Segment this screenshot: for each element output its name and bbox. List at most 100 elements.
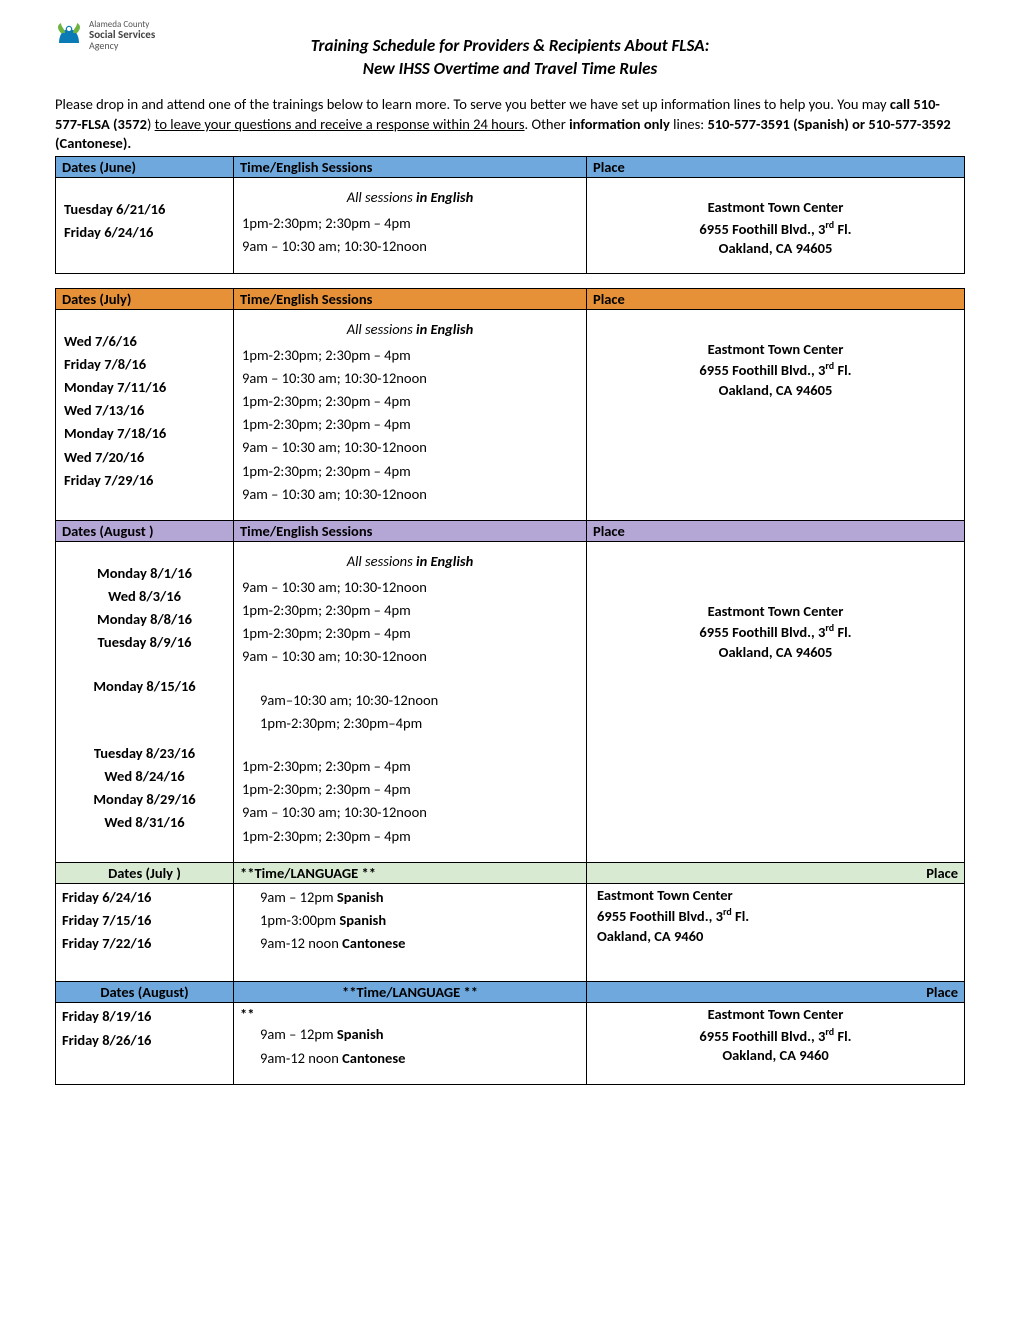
langjuly-dates: Friday 6/24/16 Friday 7/15/16 Friday 7/2… [62, 886, 227, 956]
july-place-cell: Eastmont Town Center 6955 Foothill Blvd.… [587, 309, 965, 520]
aug-place-cell: Eastmont Town Center 6955 Foothill Blvd.… [587, 541, 965, 862]
hdr-july-dates: Dates (July) [56, 288, 234, 309]
time: 1pm-2:30pm; 2:30pm – 4pm [242, 599, 578, 622]
date: Tuesday 8/9/16 [64, 631, 225, 654]
hdr-langaug-time: **Time/LANGUAGE ** [234, 982, 587, 1003]
address: Eastmont Town Center 6955 Foothill Blvd.… [595, 198, 956, 259]
langaug-dates-cell: Friday 8/19/16 Friday 8/26/16 [56, 1003, 234, 1084]
langaug-times: 9am – 12pm Spanish 9am-12 noon Cantonese [240, 1023, 580, 1069]
timelang: 9am-12 noon Cantonese [260, 1047, 580, 1070]
date: Wed 7/20/16 [64, 446, 225, 469]
a2a: 6955 Foothill Blvd., 3 [699, 361, 825, 379]
timelang: 9am – 12pm Spanish [260, 886, 580, 909]
hdr-july-place: Place [587, 288, 965, 309]
date: Wed 8/3/16 [64, 585, 225, 608]
intro-t4: lines: [670, 115, 708, 133]
address: Eastmont Town Center 6955 Foothill Blvd.… [593, 1005, 958, 1066]
june-times-list: 1pm-2:30pm; 2:30pm – 4pm 9am – 10:30 am;… [242, 212, 578, 258]
session-note: All sessions in English [242, 188, 578, 206]
title-line1: Training Schedule for Providers & Recipi… [55, 35, 965, 58]
time: 1pm-2:30pm; 2:30pm – 4pm [242, 755, 578, 778]
tp: 9am-12 noon [260, 1049, 342, 1067]
a2a: 6955 Foothill Blvd., 3 [597, 907, 723, 925]
a2c: Fl. [834, 361, 851, 379]
date: Friday 6/24/16 [64, 221, 225, 244]
time: 1pm-2:30pm; 2:30pm – 4pm [242, 344, 578, 367]
july-dates-cell: Wed 7/6/16 Friday 7/8/16 Monday 7/11/16 … [56, 309, 234, 520]
a2a: 6955 Foothill Blvd., 3 [699, 219, 825, 237]
langjuly-dates-cell: Friday 6/24/16 Friday 7/15/16 Friday 7/2… [56, 883, 234, 982]
tp: 9am – 12pm [260, 888, 337, 906]
addr1: Eastmont Town Center [595, 340, 956, 360]
june-dates-list: Tuesday 6/21/16 Friday 6/24/16 [64, 198, 225, 244]
timelang: 1pm-3:00pm Spanish [260, 909, 580, 932]
date: Friday 8/26/16 [62, 1029, 227, 1052]
logo-line3: Agency [89, 41, 155, 52]
aug-dates-cell: Monday 8/1/16 Wed 8/3/16 Monday 8/8/16 T… [56, 541, 234, 862]
date: Friday 7/8/16 [64, 353, 225, 376]
tl: Cantonese [342, 1049, 405, 1067]
june-place-cell: Eastmont Town Center 6955 Foothill Blvd.… [587, 178, 965, 274]
date: Monday 7/11/16 [64, 376, 225, 399]
langaug-dates: Friday 8/19/16 Friday 8/26/16 [62, 1005, 227, 1051]
addr2: 6955 Foothill Blvd., 3rd Fl. [597, 905, 958, 926]
tl: Cantonese [342, 934, 405, 952]
date: Monday 7/18/16 [64, 422, 225, 445]
tp: 9am – 12pm [260, 1025, 337, 1043]
aug-times-cell: All sessions in English 9am – 10:30 am; … [234, 541, 587, 862]
aug-dates-g1: Monday 8/1/16 Wed 8/3/16 Monday 8/8/16 T… [64, 562, 225, 655]
a2c: Fl. [834, 219, 851, 237]
date: Friday 7/15/16 [62, 909, 227, 932]
addr1: Eastmont Town Center [597, 886, 958, 906]
time: 1pm-2:30pm; 2:30pm–4pm [260, 712, 578, 735]
intro-u: to leave your questions and receive a re… [155, 115, 525, 133]
date: Tuesday 6/21/16 [64, 198, 225, 221]
note-bold: in English [416, 320, 473, 338]
langjuly-times: 9am – 12pm Spanish 1pm-3:00pm Spanish 9a… [260, 886, 580, 956]
page-title: Training Schedule for Providers & Recipi… [55, 35, 965, 81]
date: Friday 7/29/16 [64, 469, 225, 492]
date: Monday 8/1/16 [64, 562, 225, 585]
aug-dates-g3: Tuesday 8/23/16 Wed 8/24/16 Monday 8/29/… [64, 742, 225, 835]
july-dates-list: Wed 7/6/16 Friday 7/8/16 Monday 7/11/16 … [64, 330, 225, 492]
a2c: Fl. [834, 1027, 851, 1045]
addr3: Oakland, CA 9460 [597, 927, 958, 947]
time: 1pm-2:30pm; 2:30pm – 4pm [242, 390, 578, 413]
a2c: Fl. [732, 907, 749, 925]
time: 9am – 10:30 am; 10:30-12noon [242, 576, 578, 599]
addr2: 6955 Foothill Blvd., 3rd Fl. [595, 218, 956, 239]
hdr-july-time: Time/English Sessions [234, 288, 587, 309]
note-bold: in English [416, 552, 473, 570]
date: Friday 7/22/16 [62, 932, 227, 955]
time: 1pm-2:30pm; 2:30pm – 4pm [242, 622, 578, 645]
aug-times-g3: 1pm-2:30pm; 2:30pm – 4pm 1pm-2:30pm; 2:3… [242, 755, 578, 848]
hdr-june-place: Place [587, 157, 965, 178]
logo-text: Alameda County Social Services Agency [89, 20, 155, 51]
address: Eastmont Town Center 6955 Foothill Blvd.… [595, 602, 956, 663]
a2c: Fl. [834, 623, 851, 641]
date: Tuesday 8/23/16 [64, 742, 225, 765]
schedule-table-july: Dates (July) Time/English Sessions Place… [55, 288, 965, 1085]
date: Wed 7/13/16 [64, 399, 225, 422]
a2b: rd [825, 218, 834, 231]
hdr-langaug-dates: Dates (August) [56, 982, 234, 1003]
addr3: Oakland, CA 94605 [595, 381, 956, 401]
tl: Spanish [339, 911, 386, 929]
title-line2: New IHSS Overtime and Travel Time Rules [55, 58, 965, 81]
langjuly-place-cell: Eastmont Town Center 6955 Foothill Blvd.… [587, 883, 965, 982]
time: 9am – 10:30 am; 10:30-12noon [242, 367, 578, 390]
time: 1pm-2:30pm; 2:30pm – 4pm [242, 825, 578, 848]
time: 9am – 10:30 am; 10:30-12noon [242, 235, 578, 258]
time: 1pm-2:30pm; 2:30pm – 4pm [242, 460, 578, 483]
date: Friday 6/24/16 [62, 886, 227, 909]
time: 9am – 10:30 am; 10:30-12noon [242, 436, 578, 459]
logo-icon [55, 21, 83, 51]
time: 1pm-2:30pm; 2:30pm – 4pm [242, 212, 578, 235]
date: Monday 8/8/16 [64, 608, 225, 631]
addr1: Eastmont Town Center [593, 1005, 958, 1025]
intro-t3: . Other [525, 115, 570, 133]
tl: Spanish [337, 1025, 384, 1043]
session-note: All sessions in English [242, 320, 578, 338]
july-times-list: 1pm-2:30pm; 2:30pm – 4pm 9am – 10:30 am;… [242, 344, 578, 506]
july-times-cell: All sessions in English 1pm-2:30pm; 2:30… [234, 309, 587, 520]
